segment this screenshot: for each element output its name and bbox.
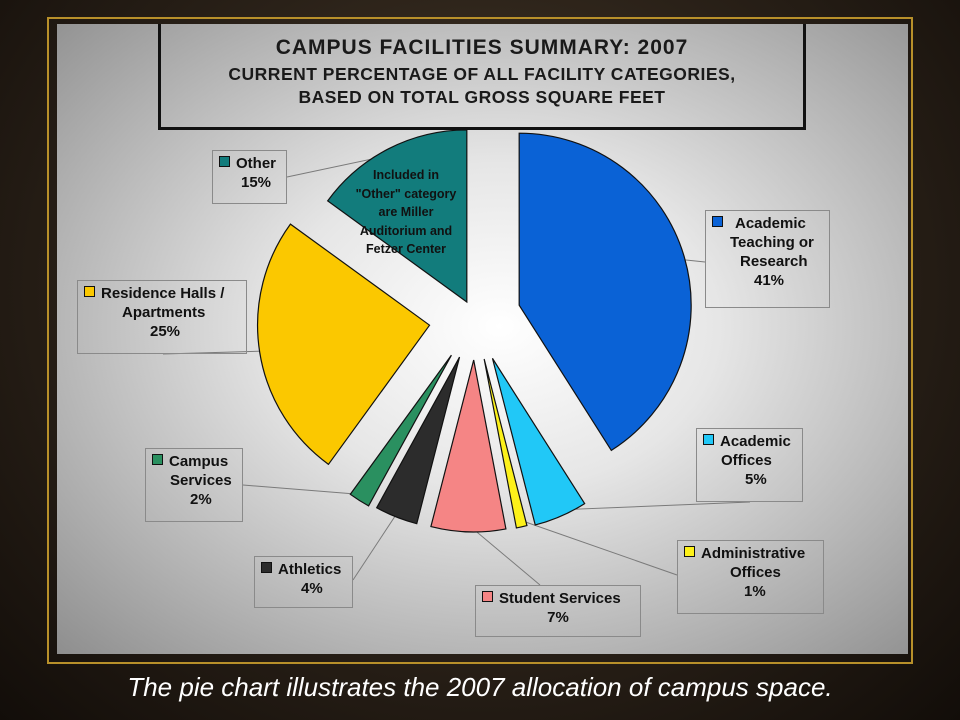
legend-swatch <box>152 454 163 465</box>
slide-caption: The pie chart illustrates the 2007 alloc… <box>127 672 833 702</box>
leader-line-campus <box>242 484 363 496</box>
label-text: Academic <box>720 433 791 450</box>
legend-swatch <box>482 591 493 602</box>
pie-slice-academic <box>518 132 692 452</box>
label-text: Offices <box>721 452 772 469</box>
note-line: "Other" category <box>355 186 457 201</box>
label-text: Apartments <box>122 304 206 321</box>
label-academic-offices: Academic Offices 5% <box>696 428 803 502</box>
note-line: Auditorium and <box>359 223 453 238</box>
chart-title-box: CAMPUS FACILITIES SUMMARY: 2007 CURRENT … <box>158 24 806 130</box>
label-campus-services: Campus Services 2% <box>145 448 243 522</box>
label-value: 15% <box>241 174 272 191</box>
label-athletics: Athletics 4% <box>254 556 353 608</box>
leader-line-athletics <box>352 510 400 581</box>
label-other: Other 15% <box>212 150 287 204</box>
label-text: Services <box>170 472 232 489</box>
legend-swatch <box>712 216 723 227</box>
slide-frame <box>47 17 913 664</box>
label-value: 7% <box>547 609 569 626</box>
label-text: Research <box>740 253 808 270</box>
pie-slices <box>256 129 692 533</box>
legend-swatch <box>84 286 95 297</box>
legend-swatch <box>219 156 230 167</box>
label-text: Other <box>236 155 277 172</box>
label-value: 5% <box>745 471 767 488</box>
label-academic-teaching-research: Academic Teaching or Research 41% <box>705 210 830 308</box>
label-text: Teaching or <box>730 234 814 251</box>
leader-line-student <box>468 524 541 586</box>
label-administrative-offices: Administrative Offices 1% <box>677 540 824 614</box>
note-line: Included in <box>373 168 439 182</box>
pie-slice-offices <box>491 358 586 526</box>
label-text: Offices <box>730 564 781 581</box>
legend-swatch <box>684 546 695 557</box>
label-value: 2% <box>190 491 212 508</box>
pie-slice-campus <box>349 354 452 507</box>
label-text: Athletics <box>278 561 342 578</box>
label-text: Student Services <box>499 590 621 607</box>
note-line: Fetzer Center <box>366 242 446 256</box>
label-text: Campus <box>169 453 229 470</box>
chart-subtitle-line-2: BASED ON TOTAL GROSS SQUARE FEET <box>298 87 666 107</box>
other-category-note: Included in "Other" category are Miller … <box>338 166 474 259</box>
chart-subtitle-line-1: CURRENT PERCENTAGE OF ALL FACILITY CATEG… <box>228 64 736 84</box>
label-text: Administrative <box>701 545 806 562</box>
note-line: are Miller <box>378 205 434 219</box>
label-text: Residence Halls / <box>101 285 225 302</box>
leader-line-offices <box>558 501 751 511</box>
pie-slice-athletics <box>375 356 461 525</box>
label-value: 1% <box>744 583 766 600</box>
pie-slice-other <box>326 129 468 304</box>
leader-line-admin <box>520 519 678 576</box>
chart-title: CAMPUS FACILITIES SUMMARY: 2007 <box>275 36 689 59</box>
label-value: 4% <box>301 580 323 597</box>
pie-slice-residence <box>256 223 431 466</box>
pie-slice-student <box>430 359 507 533</box>
legend-swatch <box>703 434 714 445</box>
legend-swatch <box>261 562 272 573</box>
pie-slice-admin <box>483 358 528 529</box>
label-student-services: Student Services 7% <box>475 585 641 637</box>
label-value: 25% <box>150 323 181 340</box>
label-value: 41% <box>754 272 785 289</box>
label-residence-halls: Residence Halls / Apartments 25% <box>77 280 247 354</box>
label-text: Academic <box>735 215 806 232</box>
